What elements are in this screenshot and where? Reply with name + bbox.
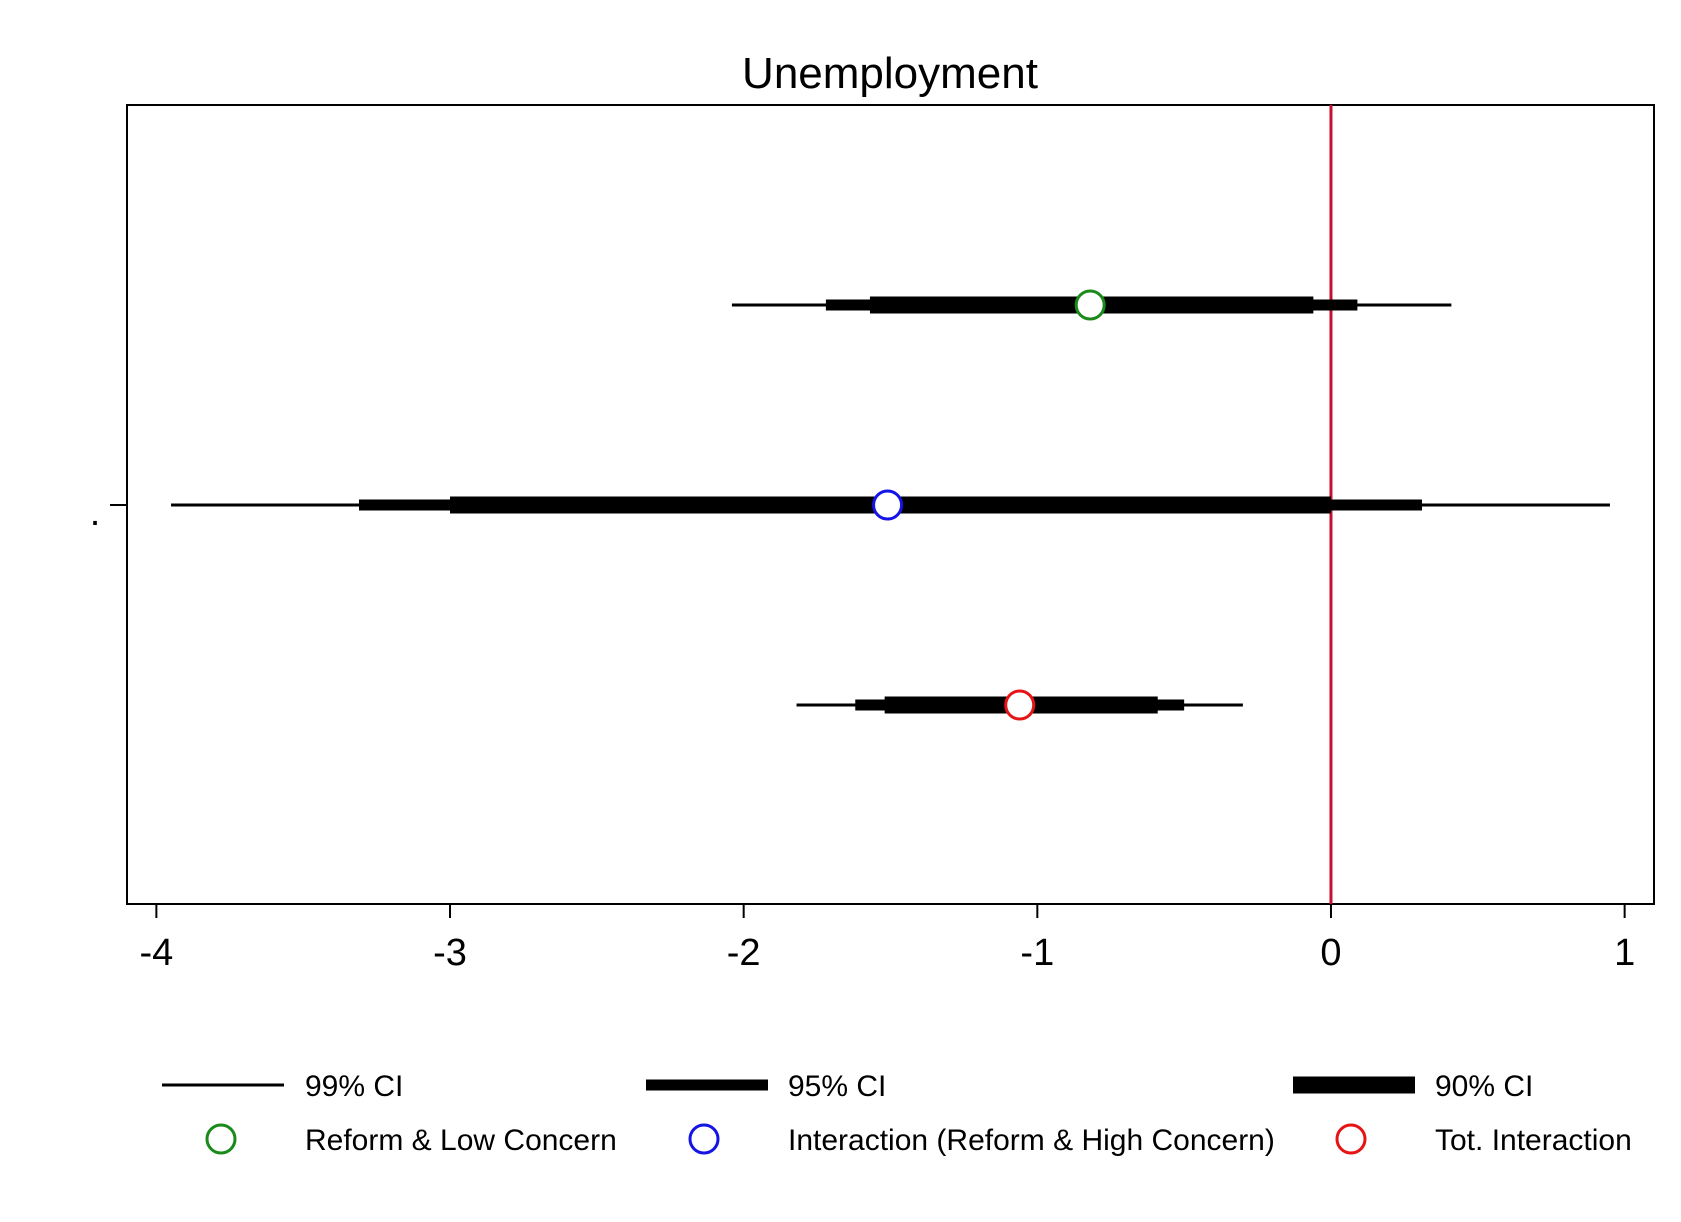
legend-series-label-1: Reform & Low Concern bbox=[305, 1124, 617, 1157]
x-tick-label: 1 bbox=[1614, 932, 1635, 974]
legend-ci99-label: 99% CI bbox=[305, 1070, 403, 1103]
point-estimate-marker bbox=[1004, 689, 1036, 721]
point-estimate-marker bbox=[1074, 289, 1106, 321]
legend-marker-1 bbox=[205, 1123, 237, 1155]
legend-ci90-label: 90% CI bbox=[1435, 1070, 1533, 1103]
series-1 bbox=[731, 289, 1452, 321]
chart-title: Unemployment bbox=[742, 49, 1038, 98]
legend-series-label-2: Interaction (Reform & High Concern) bbox=[788, 1124, 1275, 1157]
point-estimate-marker bbox=[872, 489, 904, 521]
y-axis: . bbox=[90, 492, 127, 534]
x-tick-label: -3 bbox=[433, 932, 467, 974]
legend-marker-2 bbox=[688, 1123, 720, 1155]
series-layer bbox=[171, 289, 1610, 721]
x-axis: -4 -3 -2 -1 0 1 bbox=[139, 904, 1635, 974]
legend-marker-3 bbox=[1335, 1123, 1367, 1155]
y-tick-label: . bbox=[90, 492, 101, 534]
series-3 bbox=[796, 689, 1243, 721]
series-2 bbox=[171, 489, 1610, 521]
legend: 99% CI 95% CI 90% CI Reform & Low Concern In… bbox=[162, 1070, 1632, 1157]
x-tick-label: -2 bbox=[727, 932, 761, 974]
x-tick-label: 0 bbox=[1320, 932, 1341, 974]
x-tick-label: -4 bbox=[139, 932, 173, 974]
legend-series-label-3: Tot. Interaction bbox=[1435, 1124, 1632, 1157]
legend-ci95-label: 95% CI bbox=[788, 1070, 886, 1103]
x-tick-label: -1 bbox=[1020, 932, 1054, 974]
